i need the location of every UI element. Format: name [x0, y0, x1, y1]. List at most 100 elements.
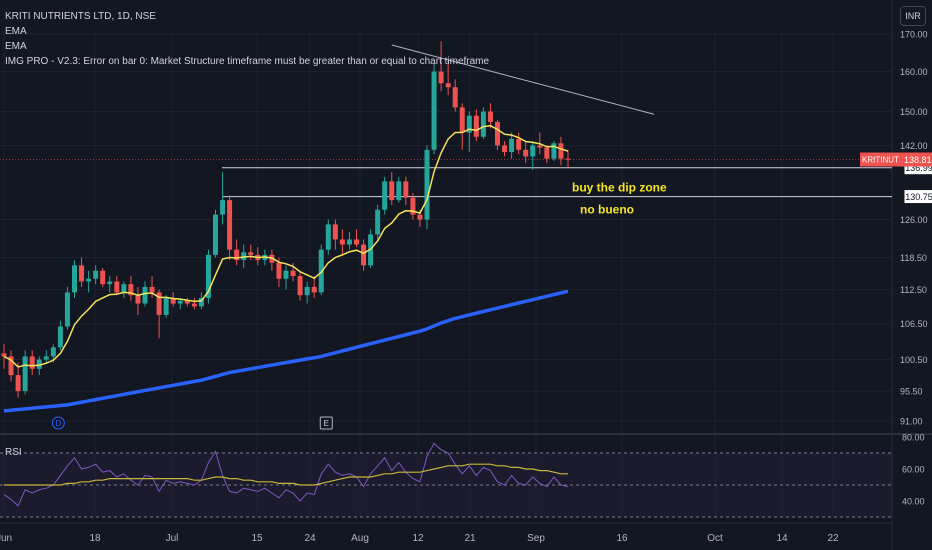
last-price-tag[interactable] [860, 152, 932, 167]
candle-body[interactable] [466, 115, 472, 133]
candle-body[interactable] [537, 145, 543, 148]
ema-legend-2[interactable]: EMA [5, 41, 27, 52]
indicator-error-text[interactable]: IMG PRO - V2.3: Error on bar 0: Market S… [5, 56, 490, 67]
candle-body[interactable] [389, 181, 395, 201]
candle-body[interactable] [220, 200, 226, 215]
rsi-legend[interactable]: RSI [5, 447, 22, 458]
candle-body[interactable] [93, 270, 99, 279]
candle-body[interactable] [495, 121, 500, 146]
price-tick-label: 112.50 [900, 285, 927, 295]
candle-body[interactable] [191, 303, 197, 307]
candle-body[interactable] [445, 83, 451, 88]
price-tick-label: 118.50 [900, 253, 927, 263]
candle-body[interactable] [438, 71, 444, 84]
candle-body[interactable] [241, 252, 247, 261]
rsi-line[interactable] [3, 442, 569, 507]
candle-body[interactable] [227, 200, 233, 250]
candle-body[interactable] [177, 300, 183, 304]
level-price-label: 130.75 [905, 192, 932, 202]
rsi-ma-line[interactable] [4, 463, 568, 486]
candle-body[interactable] [149, 286, 155, 293]
candle-body[interactable] [50, 347, 56, 357]
candle-body[interactable] [15, 375, 21, 392]
candle-body[interactable] [530, 145, 536, 157]
time-tick-label: Oct [707, 533, 723, 544]
price-tick-label: 160.00 [900, 67, 928, 77]
candle-body[interactable] [29, 356, 35, 369]
ema-short-line[interactable] [3, 124, 569, 368]
candle-body[interactable] [43, 356, 49, 360]
candle-body[interactable] [311, 286, 317, 293]
candle-body[interactable] [290, 270, 296, 277]
candle-body[interactable] [304, 286, 310, 296]
candle-body[interactable] [417, 214, 423, 220]
candle-body[interactable] [544, 147, 550, 159]
candle-body[interactable] [565, 158, 571, 160]
candle-body[interactable] [516, 138, 522, 150]
candle-body[interactable] [8, 356, 14, 376]
earnings-marker-label: E [324, 419, 329, 428]
candle-body[interactable] [64, 292, 70, 327]
candle-body[interactable] [509, 138, 515, 153]
candle-body[interactable] [346, 239, 352, 245]
candle-body[interactable] [551, 143, 557, 159]
candle-body[interactable] [234, 249, 240, 261]
earnings-marker[interactable] [319, 416, 333, 430]
candle-body[interactable] [339, 239, 345, 245]
candle-body[interactable] [410, 197, 416, 215]
currency-button[interactable]: INR [900, 6, 926, 26]
candle-body[interactable] [283, 270, 289, 279]
candle-body[interactable] [142, 286, 148, 304]
candle-body[interactable] [79, 265, 85, 282]
candle-body[interactable] [382, 181, 388, 210]
candle-body[interactable] [156, 292, 162, 315]
candle-body[interactable] [396, 181, 402, 201]
candle-body[interactable] [114, 281, 120, 293]
candle-body[interactable] [480, 111, 486, 137]
candle-body[interactable] [128, 284, 134, 296]
candle-body[interactable] [1, 353, 7, 357]
level-price-tag[interactable] [903, 189, 932, 205]
symbol-title[interactable]: KRITI NUTRIENTS LTD, 1D, NSE [5, 11, 156, 22]
candle-body[interactable] [22, 356, 28, 392]
candle-body[interactable] [452, 87, 458, 108]
candle-body[interactable] [459, 107, 465, 133]
candle-body[interactable] [354, 239, 359, 245]
candle-body[interactable] [248, 252, 254, 255]
candle-body[interactable] [375, 209, 381, 235]
candle-body[interactable] [184, 300, 190, 304]
candle-body[interactable] [473, 115, 479, 137]
ema-legend-1[interactable]: EMA [5, 26, 27, 37]
candle-body[interactable] [72, 265, 77, 293]
candle-body[interactable] [170, 297, 176, 304]
candle-body[interactable] [57, 326, 63, 348]
candle-body[interactable] [361, 244, 367, 266]
candle-body[interactable] [198, 297, 204, 307]
candle-body[interactable] [107, 281, 113, 285]
candle-body[interactable] [86, 278, 92, 282]
candle-body[interactable] [431, 71, 437, 150]
candle-body[interactable] [276, 262, 282, 279]
candle-body[interactable] [487, 111, 493, 122]
ema-long-line[interactable] [3, 289, 569, 413]
candle-body[interactable] [424, 149, 430, 220]
candle-body[interactable] [100, 270, 106, 285]
candle-body[interactable] [213, 214, 218, 255]
candle-body[interactable] [163, 297, 169, 315]
candle-body[interactable] [36, 359, 42, 369]
dividend-marker[interactable] [51, 416, 65, 430]
candle-body[interactable] [558, 143, 564, 159]
level-annotation: no bueno [580, 203, 634, 217]
candle-body[interactable] [121, 284, 127, 293]
candle-body[interactable] [403, 181, 409, 198]
candle-body[interactable] [297, 276, 303, 296]
candle-body[interactable] [205, 254, 211, 298]
trendline[interactable] [391, 44, 655, 115]
candle-body[interactable] [135, 295, 141, 304]
candle-body[interactable] [523, 149, 529, 157]
candle-body[interactable] [325, 224, 331, 250]
candle-body[interactable] [502, 145, 508, 153]
candle-body[interactable] [332, 224, 338, 240]
